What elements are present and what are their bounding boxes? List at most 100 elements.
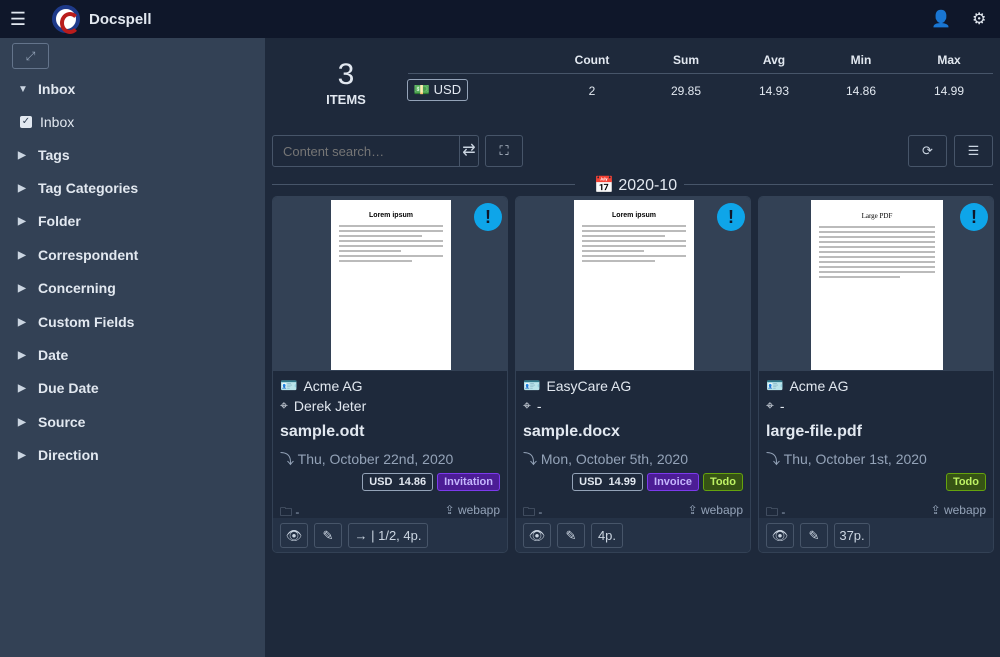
item-card[interactable]: Lorem ipsum! 🪪 EasyCare AG ⌖ - sample.docx… xyxy=(515,196,751,553)
amount: 14.86 xyxy=(398,476,427,488)
sidebar-item-date[interactable]: ▶ Date xyxy=(18,347,68,363)
correspondent-value: Acme AG xyxy=(303,377,363,394)
preview-title: Lorem ipsum xyxy=(612,212,656,219)
search-input[interactable] xyxy=(273,136,459,166)
count-value: 3 xyxy=(337,58,355,91)
correspondent: 🪪 EasyCare AG xyxy=(523,377,631,394)
expand-all-button[interactable]: ⤢ xyxy=(12,43,49,69)
tag-todo[interactable]: Todo xyxy=(945,473,986,491)
correspondent: 🪪 Acme AG xyxy=(280,377,363,394)
user-icon[interactable]: 👤 xyxy=(931,11,951,28)
label: Direction xyxy=(38,447,99,463)
preview-button[interactable]: 👁 xyxy=(280,523,308,548)
folder-value: - xyxy=(295,505,300,519)
tag-todo[interactable]: Todo xyxy=(702,473,743,491)
group-divider xyxy=(684,184,993,185)
preview-title: Lorem ipsum xyxy=(369,212,413,219)
preview[interactable]: Lorem ipsum! xyxy=(273,197,507,371)
amount: 14.99 xyxy=(608,476,637,488)
group-divider xyxy=(272,184,575,185)
value-min: 14.86 xyxy=(845,84,877,98)
correspondent-value: Acme AG xyxy=(789,377,849,394)
preview-title: Large PDF xyxy=(861,212,893,220)
edit-button[interactable]: ✎ xyxy=(800,523,828,548)
correspondent: 🪪 Acme AG xyxy=(766,377,849,394)
preview-button[interactable]: 👁 xyxy=(766,523,794,548)
sidebar-item-due-date[interactable]: ▶ Due Date xyxy=(18,380,99,396)
new-item-icon: ! xyxy=(960,203,988,231)
sidebar-item-inbox[interactable]: ▼ Inbox xyxy=(18,81,75,97)
item-name: sample.docx xyxy=(523,423,620,440)
date-value: Thu, October 22nd, 2020 xyxy=(297,451,454,467)
date-value: Mon, October 5th, 2020 xyxy=(540,451,688,467)
card-actions: 👁 ✎ → | 1/2, 4p. xyxy=(273,518,507,552)
item-name: large-file.pdf xyxy=(766,423,863,440)
header-avg: Avg xyxy=(762,53,786,67)
sidebar-item-custom-fields[interactable]: ▶ Custom Fields xyxy=(18,314,134,330)
caret-right-icon: ▶ xyxy=(18,182,26,194)
label: Correspondent xyxy=(38,247,139,263)
source-value: webapp xyxy=(700,503,743,517)
sidebar-item-direction[interactable]: ▶ Direction xyxy=(18,447,99,463)
switch-search-icon[interactable]: ⇄ xyxy=(459,136,478,166)
amount-badge: USD 14.99 xyxy=(572,473,644,491)
gears-icon[interactable]: ⚙ xyxy=(972,11,987,28)
item-card[interactable]: Large PDF! 🪪 Acme AG ⌖ - large-file.pdf ⤵ … xyxy=(758,196,994,553)
hamburger-icon[interactable]: ☰ xyxy=(9,8,27,29)
amount-badge: USD 14.86 xyxy=(362,473,434,491)
header-max: Max xyxy=(937,53,961,67)
divider xyxy=(408,73,993,74)
header-sum: Sum xyxy=(672,53,699,67)
select-mode-button[interactable]: ☰ xyxy=(954,135,993,167)
sidebar-item-concerning[interactable]: ▶ Concerning xyxy=(18,280,116,296)
check-icon: ✓ xyxy=(20,116,32,128)
concerning: ⌖ - xyxy=(523,397,542,414)
folder: 🗀 - xyxy=(280,505,300,519)
group-label: 2020-10 xyxy=(618,177,678,194)
sidebar-item-folder[interactable]: ▶ Folder xyxy=(18,213,81,229)
concerning-value: - xyxy=(536,397,542,414)
docspell-logo[interactable] xyxy=(52,5,80,34)
content-search: ⇄ xyxy=(272,135,479,167)
sidebar: ⤢ ▼ Inbox ✓ Inbox ▶ Tags ▶ Tag Categories ▶ F… xyxy=(0,38,265,657)
address-card-icon: 🪪 xyxy=(280,377,298,393)
refresh-button[interactable]: ⟳ xyxy=(908,135,947,167)
tag-invitation[interactable]: Invitation xyxy=(437,473,500,491)
edit-button[interactable]: ✎ xyxy=(314,523,342,548)
address-card-icon: 🪪 xyxy=(523,377,541,393)
source: ⇪ webapp xyxy=(444,503,500,517)
preview[interactable]: Lorem ipsum! xyxy=(516,197,750,371)
item-count: 3 ITEMS xyxy=(318,58,374,107)
pages-badge: 37p. xyxy=(834,523,870,548)
label: Inbox xyxy=(40,114,75,130)
caret-right-icon: ▶ xyxy=(18,282,26,294)
edit-button[interactable]: ✎ xyxy=(557,523,585,548)
folder: 🗀 - xyxy=(523,505,543,519)
caret-right-icon: ▶ xyxy=(18,382,26,394)
expand-icon: ⛶ xyxy=(499,143,509,158)
value-count: 2 xyxy=(588,84,596,98)
concerning-value: - xyxy=(779,397,785,414)
preview-page: Large PDF xyxy=(811,200,943,370)
sidebar-item-correspondent[interactable]: ▶ Correspondent xyxy=(18,247,138,263)
label: Tags xyxy=(38,147,70,163)
incoming-icon: ⤵ xyxy=(523,451,541,467)
folder-value: - xyxy=(538,505,543,519)
count-label: ITEMS xyxy=(326,92,366,107)
item-card[interactable]: Lorem ipsum! 🪪 Acme AG ⌖ Derek Jeter sampl… xyxy=(272,196,508,553)
fullscreen-button[interactable]: ⛶ xyxy=(485,135,523,167)
label: Concerning xyxy=(38,280,116,296)
label: Date xyxy=(38,347,69,363)
next-button[interactable]: → | 1/2, 4p. xyxy=(348,523,428,548)
sidebar-item-source[interactable]: ▶ Source xyxy=(18,414,85,430)
sidebar-item-tag-categories[interactable]: ▶ Tag Categories xyxy=(18,180,138,196)
tag-invoice[interactable]: Invoice xyxy=(647,473,699,491)
inbox-checkbox[interactable]: ✓ Inbox xyxy=(20,114,74,130)
preview[interactable]: Large PDF! xyxy=(759,197,993,371)
preview-page: Lorem ipsum xyxy=(331,200,451,370)
sidebar-item-tags[interactable]: ▶ Tags xyxy=(18,147,70,163)
header-min: Min xyxy=(850,53,872,67)
label: Tag Categories xyxy=(38,180,139,196)
caret-right-icon: ▶ xyxy=(18,316,26,328)
preview-button[interactable]: 👁 xyxy=(523,523,551,548)
